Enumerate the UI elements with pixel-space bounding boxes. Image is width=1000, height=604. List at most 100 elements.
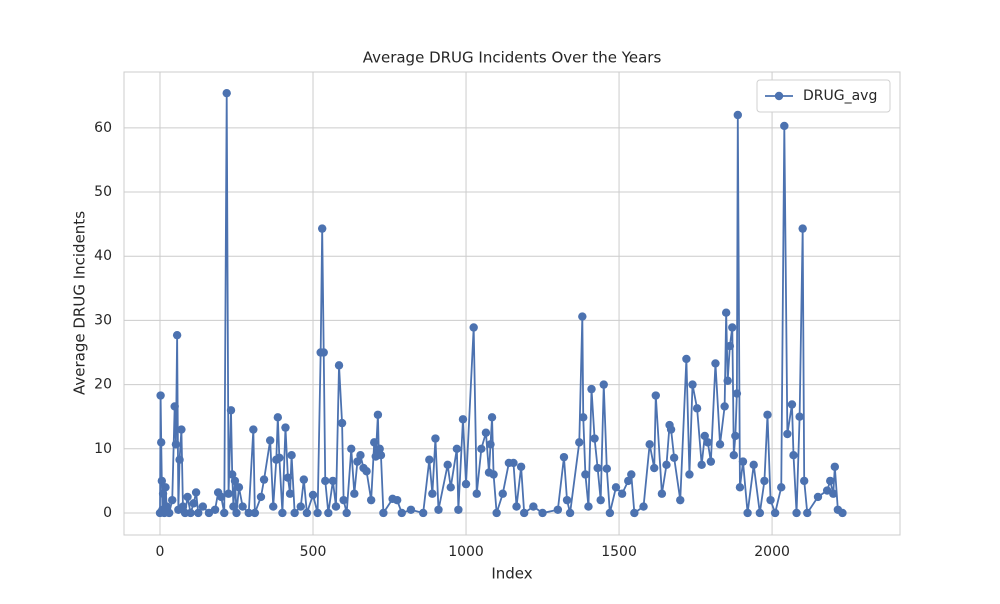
data-point <box>813 492 823 502</box>
y-tick-label: 0 <box>103 505 112 521</box>
data-point <box>553 505 563 514</box>
data-point <box>269 502 278 511</box>
data-point <box>370 438 379 447</box>
data-point <box>287 451 296 460</box>
data-point <box>780 121 789 131</box>
data-point <box>210 505 220 514</box>
data-point <box>362 467 371 476</box>
data-point <box>512 502 521 511</box>
data-point <box>397 508 406 518</box>
data-point <box>763 410 772 419</box>
data-point <box>313 508 322 518</box>
data-point <box>339 495 348 505</box>
data-point <box>538 508 547 518</box>
data-point <box>605 508 615 518</box>
data-point <box>156 391 165 400</box>
data-point <box>331 502 341 511</box>
data-point <box>157 476 167 486</box>
data-point <box>795 412 804 421</box>
data-point <box>392 495 402 505</box>
data-point <box>830 462 840 471</box>
data-point <box>281 423 290 432</box>
data-point <box>229 502 238 511</box>
data-point <box>559 452 569 462</box>
data-point <box>720 402 729 411</box>
data-point <box>685 470 694 479</box>
data-point <box>682 354 691 364</box>
data-point <box>158 489 168 498</box>
data-point <box>575 438 584 447</box>
data-point <box>434 505 443 514</box>
data-point <box>639 502 648 511</box>
data-point <box>593 463 602 473</box>
data-point <box>578 312 587 321</box>
data-point <box>729 451 739 460</box>
data-point <box>265 436 275 445</box>
data-point <box>290 508 299 518</box>
data-point <box>735 483 745 492</box>
data-point <box>715 440 725 449</box>
data-point <box>454 505 463 514</box>
data-point <box>234 483 244 492</box>
data-point <box>783 429 792 439</box>
data-point <box>487 413 497 422</box>
data-point <box>342 508 351 518</box>
data-point <box>178 502 188 511</box>
data-point <box>697 460 706 470</box>
data-point <box>226 406 236 415</box>
data-point <box>328 476 338 486</box>
data-point <box>175 455 184 464</box>
x-tick-label: 2000 <box>754 544 790 560</box>
data-point <box>732 389 742 398</box>
data-point <box>645 440 654 449</box>
data-point <box>688 380 697 389</box>
data-point <box>418 508 428 518</box>
data-point <box>611 483 621 492</box>
data-point <box>452 444 462 453</box>
data-point <box>789 451 798 460</box>
data-point <box>324 508 333 518</box>
data-point <box>161 483 170 492</box>
grid: 0 10 20 30 40 50 60 0 500 1000 1500 2000 <box>94 72 900 560</box>
data-point <box>657 489 667 498</box>
x-axis-label: Index <box>491 565 532 583</box>
data-point <box>189 499 198 508</box>
data-point <box>650 463 659 473</box>
data-point <box>787 400 797 409</box>
data-point <box>731 431 740 441</box>
data-point <box>334 361 344 370</box>
data-point <box>375 444 384 453</box>
x-tick-label: 500 <box>300 544 327 560</box>
data-point <box>662 460 671 470</box>
data-point <box>509 458 518 468</box>
data-point <box>777 483 786 492</box>
y-axis-label: Average DRUG Incidents <box>71 211 89 395</box>
data-point <box>590 434 599 443</box>
data-point <box>755 508 765 518</box>
data-point <box>627 470 636 479</box>
x-tick-label: 0 <box>156 544 165 560</box>
data-point <box>651 391 660 400</box>
data-point <box>826 476 835 486</box>
data-point <box>250 508 260 518</box>
data-point <box>692 404 702 413</box>
data-point <box>350 489 359 498</box>
data-point <box>172 330 182 340</box>
data-point <box>319 348 328 357</box>
data-point <box>379 508 388 518</box>
data-point <box>308 490 318 500</box>
data-point <box>446 483 455 492</box>
data-point <box>599 380 608 389</box>
x-tick-label: 1500 <box>601 544 637 560</box>
legend-marker <box>774 91 784 101</box>
data-point <box>829 489 838 498</box>
data-point <box>198 502 208 511</box>
data-point <box>725 341 735 351</box>
y-tick-label: 60 <box>94 120 112 136</box>
data-point <box>486 440 495 449</box>
data-point <box>766 495 775 505</box>
data-point <box>406 505 416 514</box>
data-point <box>803 508 812 518</box>
data-point <box>256 492 266 502</box>
data-point <box>489 470 498 479</box>
